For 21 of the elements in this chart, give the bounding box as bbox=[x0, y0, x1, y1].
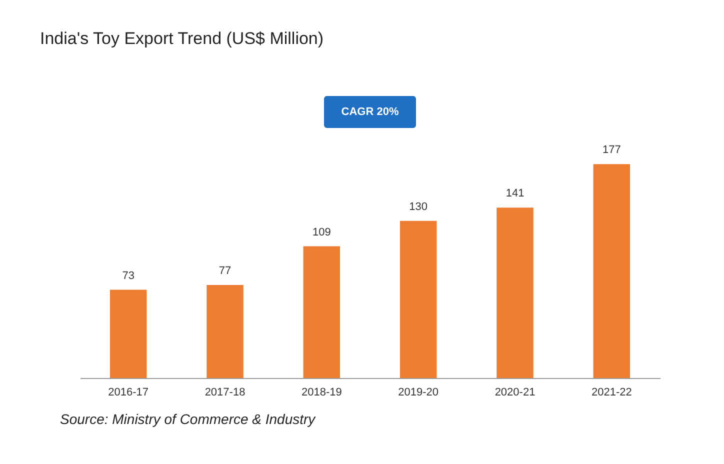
x-tick-label: 2019-20 bbox=[398, 386, 439, 398]
data-label: 73 bbox=[122, 270, 134, 282]
data-label: 141 bbox=[506, 188, 524, 200]
data-label: 130 bbox=[409, 200, 428, 213]
bar bbox=[593, 164, 630, 378]
bar bbox=[496, 208, 534, 378]
bar bbox=[206, 284, 244, 378]
data-label: 77 bbox=[218, 264, 232, 277]
x-tick-label: 2021-22 bbox=[591, 386, 632, 398]
chart-title: India's Toy Export Trend (US$ Million) bbox=[40, 29, 324, 48]
source-note: Source: Ministry of Commerce & Industry bbox=[60, 411, 316, 427]
data-label: 109 bbox=[312, 226, 331, 238]
bar bbox=[400, 220, 437, 378]
data-label: 177 bbox=[602, 144, 621, 156]
x-tick-label: 2018-19 bbox=[301, 386, 342, 398]
x-tick-label: 2020-21 bbox=[494, 386, 536, 398]
bar bbox=[110, 290, 147, 378]
bar bbox=[303, 246, 340, 378]
text: CAGR 20% bbox=[341, 106, 399, 118]
x-tick-label: 2016-17 bbox=[108, 386, 149, 398]
x-tick-label: 2017-18 bbox=[204, 386, 246, 398]
